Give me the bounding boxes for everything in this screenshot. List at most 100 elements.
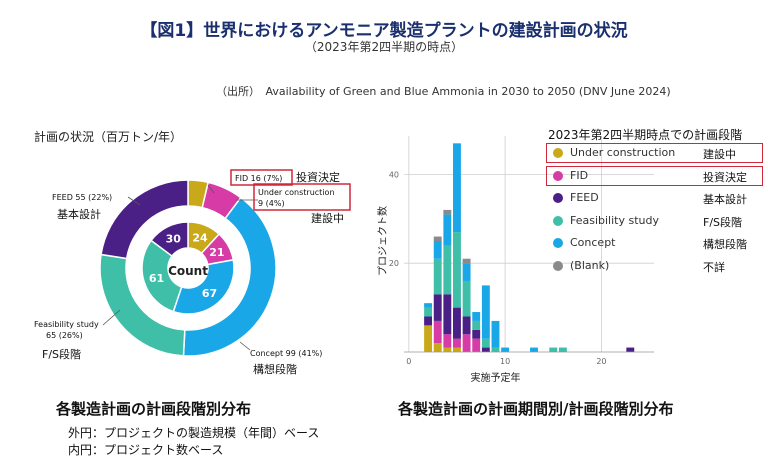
callout-concept: Concept 99 (41%) [250,349,322,358]
histogram-axes: 20 40 0 10 20 実施予定年 プロジェクト数 [376,170,654,384]
donut-hole [168,248,208,288]
left-heading: 計画の状況（百万トン/年） [34,130,183,144]
callout-fid: FID 16 (7%) [235,174,282,183]
legend-label-feasibility-study: Feasibility study [570,213,659,227]
left-caption: 各製造計画の計画段階別分布 [56,400,252,418]
legend-marker-under-construction [553,148,563,158]
x-axis-label: 実施予定年 [470,371,520,384]
note-outer: 外円：プロジェクトの製造規模（年間）ベース [68,426,320,440]
callout-concept-jp: 構想段階 [253,362,297,376]
bar-segment-under-construction [433,343,442,352]
bar-segment-feed [481,347,490,352]
legend-highlight-fid [546,165,763,186]
page-subtitle: （2023年第2四半期の時点） [304,40,464,54]
fid-highlight-box [230,169,293,186]
y-tick-label: 20 [389,259,399,268]
callout-feed: FEED 55 (22%) [52,193,112,202]
bar-segment-feasibility-study [481,338,490,348]
donut-center-label: Count [168,264,208,278]
legend-title: 2023年第2四半期時点での計画段階 [548,128,743,142]
legend-jp-feed: 基本設計 [703,193,747,206]
bar-segment-fid [433,320,442,344]
inner-ring-label-feed: 30 [166,232,182,245]
x-tick-label: 20 [596,357,606,366]
bar-segment-under-construction [453,347,461,352]
bar-segment-feed [453,307,461,339]
bar-segment-feasibility-study [443,245,452,295]
bar-segment-feasibility-study [462,280,471,317]
legend-label-concept: Concept [570,236,616,249]
bar-segment-feed [472,329,481,339]
y-tick-label: 40 [389,170,399,179]
legend-jp-under-construction: 建設中 [703,148,736,161]
bar-segment-fid [443,334,452,348]
callout-fs-2: 65 (26%) [46,331,83,340]
inner-ring-label-fid: 21 [209,246,224,259]
callout-fs-1: Feasibility study [34,320,99,329]
bar-segment-concept [462,263,471,281]
legend-jp-feasibility-study: F/S段階 [703,215,743,229]
x-tick-label: 10 [500,357,510,366]
callout-fs-jp: F/S段階 [42,347,81,361]
bar-segment-under-construction [443,347,452,352]
legend-highlight-under-construction [546,143,763,163]
bar-segment-concept [443,214,452,246]
bar-segment-concept [491,320,500,348]
inner-ring-label-concept: 67 [202,287,217,300]
right-caption: 各製造計画の計画期間別/計画段階別分布 [398,400,674,418]
bar-segment-feasibility-study [558,347,567,352]
source-note: （出所） Availability of Green and Blue Ammo… [216,85,671,98]
bar-segment-feasibility-study [424,307,433,317]
bar-segment-feed [424,316,433,326]
legend-jp-fid: 投資決定 [703,170,747,184]
legend-marker-concept [553,238,563,248]
bar-segment-feasibility-study [549,347,558,352]
bar-segment-fid [472,338,481,352]
bar-segment-feasibility-study [472,320,481,330]
legend-marker-blank [553,260,563,271]
bar-segment-feed [443,294,452,335]
bar-segment-concept [433,241,442,259]
legend-marker-feed [553,193,563,203]
page-title: 【図1】世界におけるアンモニア製造プラントの建設計画の状況 [140,21,628,41]
legend-marker-fid [553,170,563,181]
bar-segment-feasibility-study [433,258,442,295]
note-inner: 内円：プロジェクト数ベース [68,443,224,457]
inner-ring-label-feasibility-study: 61 [149,272,164,285]
bar-segment-under-construction [424,325,433,352]
bar-segment-concept [424,303,433,308]
bar-segment-feed [462,316,471,335]
callout-uc-2: 9 (4%) [258,199,285,208]
legend-label-blank: (Blank) [570,258,610,272]
callout-uc-jp: 建設中 [311,211,344,225]
callout-uc-1: Under construction [258,188,335,197]
bar-segment-concept [481,285,490,339]
callout-fid-jp: 投資決定 [296,170,340,184]
legend-marker-feasibility-study [553,215,563,226]
callout-feed-jp: 基本設計 [57,207,101,221]
bar-segment-fid [453,338,461,348]
legend-label-feed: FEED [570,191,599,204]
bar-segment-concept [472,312,481,321]
legend-jp-blank: 不詳 [703,260,725,274]
y-axis-label: プロジェクト数 [376,206,389,276]
bar-segment-feed [433,294,442,321]
outer-ring-slice-feed [100,179,189,260]
bar-segment-blank [462,258,471,264]
bar-segment-blank [433,236,442,241]
bar-segment-concept [501,347,510,352]
bar-segment-blank [443,209,452,215]
legend-jp-concept: 構想段階 [703,238,747,251]
bar-segment-feed [626,347,635,352]
inner-ring-label-under-construction: 24 [192,231,208,244]
legend-label-under-construction: Under construction [570,146,676,159]
bar-segment-fid [462,334,471,352]
bar-segment-feasibility-study [491,347,500,352]
bar-segment-concept [453,143,461,233]
bar-segment-feasibility-study [453,232,461,308]
x-tick-label: 0 [406,357,411,366]
legend-label-fid: FID [570,168,589,182]
uc-highlight-box [253,183,351,211]
